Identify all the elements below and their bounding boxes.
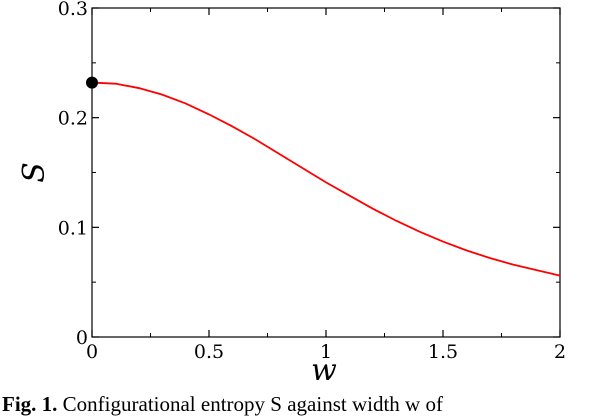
x-tick-label: 1.5 <box>428 341 458 363</box>
y-tick-label: 0 <box>76 327 88 349</box>
start-point-marker <box>86 76 98 89</box>
y-tick-label: 0.3 <box>58 0 88 20</box>
plot-frame <box>91 7 561 338</box>
caption-text: Configurational entropy S against width … <box>57 392 443 416</box>
x-tick-label: 0 <box>86 341 98 363</box>
x-axis-ticks: 0 0.5 1 1.5 2 <box>86 8 566 363</box>
y-tick-label: 0.1 <box>58 217 88 239</box>
x-axis-label: w <box>311 353 337 388</box>
x-tick-label: 2 <box>554 341 566 363</box>
caption-label: Fig. 1. <box>2 392 58 416</box>
y-axis-ticks: 0 0.1 0.2 0.3 <box>58 0 560 349</box>
x-tick-label: 1 <box>320 341 332 363</box>
y-axis-label: S <box>17 162 52 183</box>
entropy-chart: 0 0.5 1 1.5 2 0 0.1 0.2 0.3 w S <box>17 0 566 388</box>
figure-caption: Fig. 1. Configurational entropy S agains… <box>2 392 594 417</box>
entropy-curve <box>91 81 561 277</box>
y-tick-label: 0.2 <box>58 108 88 130</box>
plot-border <box>91 7 561 338</box>
x-tick-label: 0.5 <box>194 341 224 363</box>
